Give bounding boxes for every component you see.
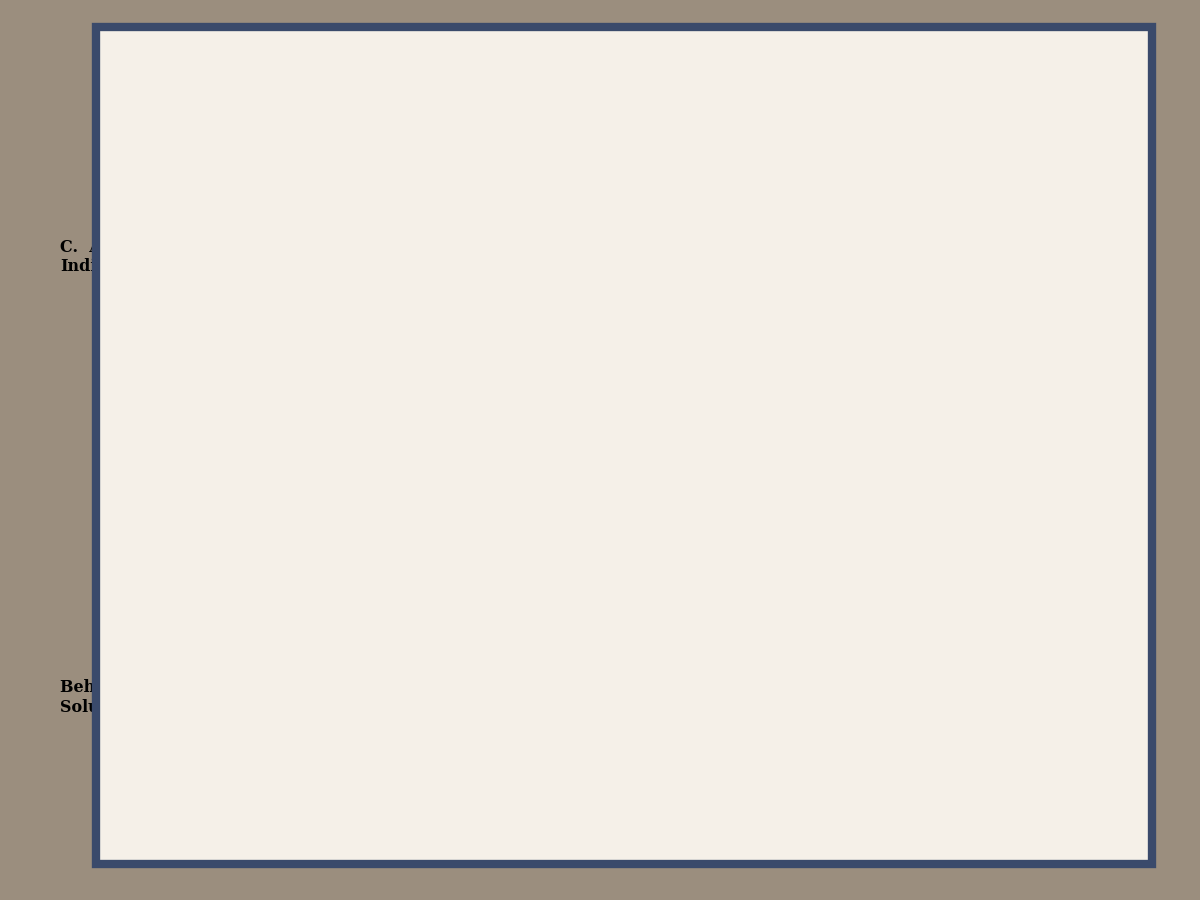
Text: The neutralization of an acid by a base produces a: The neutralization of an acid by a base … xyxy=(360,670,739,685)
Text: salt.: salt. xyxy=(835,670,870,685)
Bar xyxy=(206,506,214,510)
Circle shape xyxy=(164,492,256,561)
Bar xyxy=(206,516,209,542)
Text: 2.  Prepare five similar samples of 0.05 M sodium hydroxide.: 2. Prepare five similar samples of 0.05 … xyxy=(378,392,830,406)
Bar xyxy=(191,510,229,514)
Bar xyxy=(199,516,202,542)
Text: C.  Acid-Base
Indicators: C. Acid-Base Indicators xyxy=(60,238,179,275)
Text: Chapter 12: Acids, Bases, Salts, and Buffers: Chapter 12: Acids, Bases, Salts, and Buf… xyxy=(334,101,674,115)
Text: Procedure: Procedure xyxy=(360,284,448,298)
Text: that reacted are both strong, the resulting anion and cation of the salt will: that reacted are both strong, the result… xyxy=(360,705,916,719)
Text: Behavior of Salts
Solution: Behavior of Salts Solution xyxy=(60,680,214,716)
Bar xyxy=(214,516,216,542)
Text: TEST TUBE CONTENTS IN SINK.: TEST TUBE CONTENTS IN SINK. xyxy=(545,526,811,540)
Text: If the acid and base: If the acid and base xyxy=(870,670,1021,685)
Text: Dyes that change color as the pH changes are referred to as indicators.
They are: Dyes that change color as the pH changes… xyxy=(360,220,917,274)
Bar xyxy=(194,514,226,544)
Circle shape xyxy=(170,497,250,556)
Bar xyxy=(208,507,212,509)
Text: Disposal: Disposal xyxy=(193,549,251,562)
FancyBboxPatch shape xyxy=(342,515,1116,554)
Text: 1.  Place 20-drop samples of 0.05 M hydrochloric acid into each of five
    clea: 1. Place 20-drop samples of 0.05 M hydro… xyxy=(378,333,902,366)
Text: 3.  Test each indicator listed in Table 12.5 by adding 1 drop of indicator to
  : 3. Test each indicator listed in Table 1… xyxy=(378,450,930,523)
